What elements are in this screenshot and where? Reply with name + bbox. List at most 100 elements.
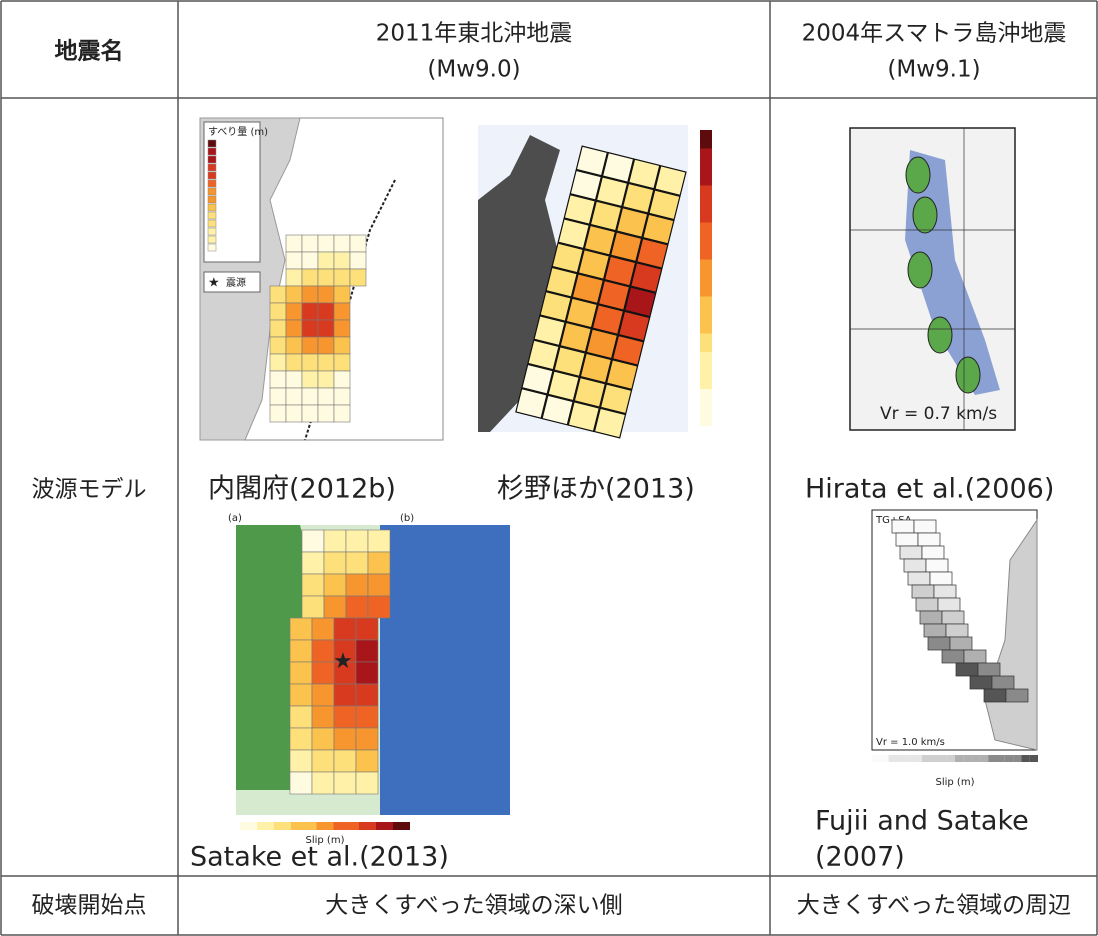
slip-cell [269, 404, 287, 423]
slip-cell [630, 262, 663, 294]
slip-cell [333, 336, 351, 355]
land [478, 135, 560, 432]
slip-cell [927, 636, 951, 651]
slip-cell [301, 573, 325, 597]
slip-cell [563, 193, 597, 225]
colorbar-swatch [384, 822, 393, 830]
slip-patch [907, 251, 933, 289]
colorbar-swatch [316, 822, 325, 830]
slip-patch [927, 316, 953, 354]
slip-cell [317, 268, 335, 287]
colorbar-swatch [988, 755, 997, 762]
slip-cell [573, 376, 607, 408]
legend-swatch [207, 235, 217, 244]
colorbar-swatch [938, 755, 947, 762]
slip-cell [355, 639, 379, 663]
row-label: 波源モデル [32, 477, 147, 503]
header-tohoku-mw: (Mw9.0) [427, 57, 520, 83]
colorbar-swatch [257, 822, 266, 830]
slip-cell [977, 662, 1001, 677]
colorbar-swatch [700, 241, 712, 260]
slip-cell [567, 401, 601, 433]
slip-cell [317, 353, 335, 372]
slip-cell [333, 387, 351, 406]
slip-cell [333, 319, 351, 338]
legend-swatch [207, 243, 217, 252]
legend-epicenter: 震源 [226, 276, 246, 289]
legend-swatch [207, 163, 217, 172]
colorbar-swatch [930, 755, 939, 762]
slip-cell [317, 302, 335, 321]
slip-cell [628, 158, 661, 190]
slip-cell [929, 571, 953, 586]
slip-cell [333, 370, 351, 389]
colorbar-swatch [946, 755, 955, 762]
slip-cell [301, 595, 325, 619]
colorbar-swatch [401, 822, 410, 830]
star: ★ [208, 276, 220, 291]
figure-sugino [478, 125, 712, 439]
slip-cell [269, 285, 287, 304]
slip-cell [949, 636, 973, 651]
legend-swatch [207, 187, 217, 196]
annotation: Vr = 0.7 km/s [880, 404, 997, 424]
colorbar-swatch [240, 822, 249, 830]
slip-cell [269, 302, 287, 321]
colorbar-swatch [700, 296, 712, 315]
slip-cell [1005, 688, 1029, 703]
slip-cell [311, 661, 335, 685]
slip-cell [301, 285, 319, 304]
slip-cell [591, 304, 625, 336]
slip-cell [311, 639, 335, 663]
slip-cell [345, 573, 369, 597]
row-label: 破壊開始点 [32, 893, 147, 919]
colorbar-swatch [971, 755, 980, 762]
slip-cell [367, 573, 391, 597]
legend-swatch [207, 155, 217, 164]
colorbar-swatch [1004, 755, 1014, 762]
legend-swatch [207, 179, 217, 188]
slip-cell [317, 319, 335, 338]
slip-cell [913, 519, 937, 534]
slip-cell [317, 234, 335, 253]
slip-cell [333, 234, 351, 253]
slip-cell [289, 617, 313, 641]
slip-cell [547, 370, 580, 402]
slip-cell [521, 363, 554, 395]
colorbar-swatch [700, 148, 712, 167]
slip-cell [301, 268, 319, 287]
slip-cell [903, 558, 927, 573]
slip-cell [895, 532, 919, 547]
slip-cell [648, 189, 681, 221]
colorbar-swatch [1021, 755, 1030, 762]
slip-cell [355, 749, 379, 773]
slip-cell [654, 164, 687, 197]
colorbar-swatch [342, 822, 351, 830]
legend-box [203, 271, 261, 293]
slip-patch [905, 156, 931, 194]
slip-cell [605, 359, 639, 391]
slip-cell [899, 545, 923, 560]
slip-cell [945, 623, 969, 638]
slip-cell [333, 302, 351, 321]
slip-cell [355, 771, 379, 795]
colorbar-swatch [333, 822, 342, 830]
figure-cabinet: すべり量 (m) 震源 ★ [199, 117, 444, 441]
slip-cell [915, 597, 939, 612]
legend-swatch [207, 139, 217, 148]
panel-label: (b) [400, 513, 414, 524]
slip-cell [269, 336, 287, 355]
slip-cell [311, 705, 335, 729]
slip-cell [289, 705, 313, 729]
slip-cell [603, 255, 637, 287]
slip-cell [349, 251, 367, 270]
slip-cell [285, 370, 303, 389]
slip-cell [301, 353, 319, 372]
slip-cell [585, 328, 619, 360]
slip-cell [611, 334, 645, 366]
slip-cell [559, 321, 592, 353]
slip-patch [912, 196, 938, 234]
cell-text: 大きくすべった領域の周辺 [797, 893, 1071, 919]
slip-cell [311, 749, 335, 773]
